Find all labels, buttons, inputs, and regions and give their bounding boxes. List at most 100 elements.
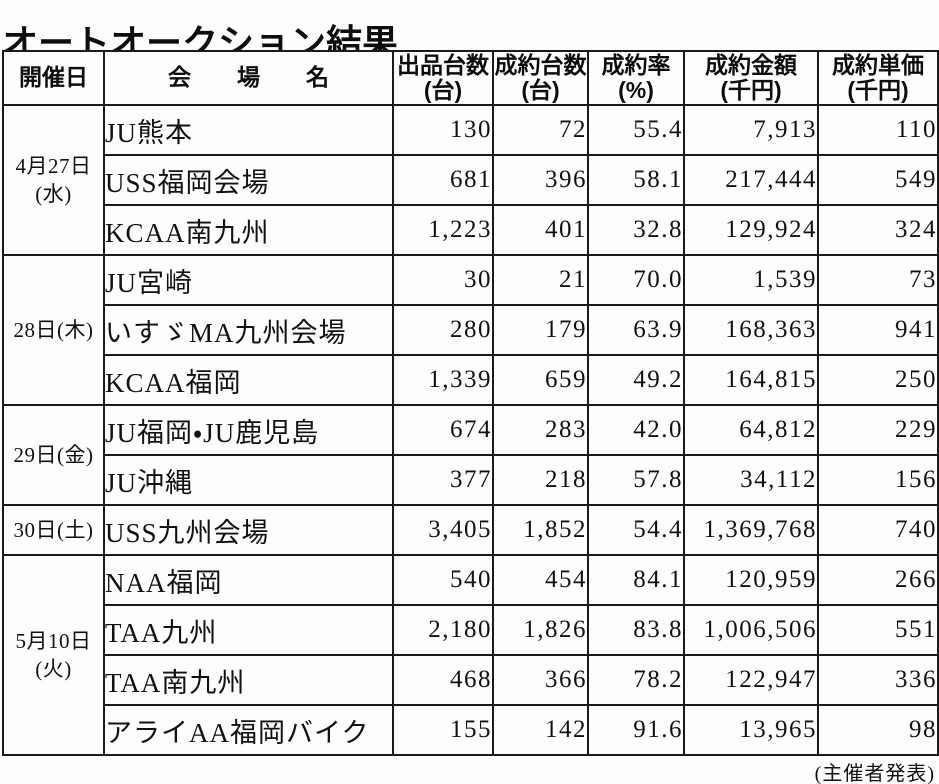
header-row: 開催日 会 場 名 出品台数 (台) 成約台数 (台) 成約率 (%) 成約金額… xyxy=(2,50,939,106)
unit-price-cell: 98 xyxy=(817,704,939,756)
amount-cell: 122,947 xyxy=(683,654,819,706)
date-group-cell: 29日(金) xyxy=(2,404,105,506)
sold-count-cell: 179 xyxy=(492,304,589,356)
table-row: JU沖縄 377 218 57.8 34,112 156 xyxy=(3,454,939,506)
rate-cell: 54.4 xyxy=(587,504,685,556)
auction-results-table: 開催日 会 場 名 出品台数 (台) 成約台数 (台) 成約率 (%) 成約金額… xyxy=(2,50,939,756)
sold-count-cell: 142 xyxy=(492,704,589,756)
column-header-sold: 成約台数 (台) xyxy=(492,50,589,106)
sold-count-cell: 21 xyxy=(492,254,589,306)
column-header-date: 開催日 xyxy=(2,50,105,106)
venue-cell: JU沖縄 xyxy=(103,454,394,506)
table-row: TAA九州 2,180 1,826 83.8 1,006,506 551 xyxy=(3,604,939,656)
unit-price-cell: 740 xyxy=(817,504,939,556)
unit-price-cell: 156 xyxy=(817,454,939,506)
column-header-listed: 出品台数 (台) xyxy=(392,50,494,106)
rate-cell: 70.0 xyxy=(587,254,685,306)
listed-count-cell: 468 xyxy=(392,654,494,706)
listed-count-cell: 130 xyxy=(392,104,494,156)
venue-cell: USS九州会場 xyxy=(103,504,394,556)
venue-cell: JU熊本 xyxy=(103,104,394,156)
listed-count-cell: 280 xyxy=(392,304,494,356)
unit-price-cell: 229 xyxy=(817,404,939,456)
unit-price-cell: 250 xyxy=(817,354,939,406)
sold-count-cell: 454 xyxy=(492,554,589,606)
venue-cell: TAA九州 xyxy=(103,604,394,656)
venue-cell: USS福岡会場 xyxy=(103,154,394,206)
date-group-cell: 5月10日 (火) xyxy=(2,554,105,756)
source-note: (主催者発表) xyxy=(814,763,935,784)
listed-count-cell: 2,180 xyxy=(392,604,494,656)
amount-cell: 1,006,506 xyxy=(683,604,819,656)
listed-count-cell: 155 xyxy=(392,704,494,756)
venue-cell: JU宮崎 xyxy=(103,254,394,306)
column-header-amount: 成約金額 (千円) xyxy=(683,50,819,106)
table-row: 4月27日(水) JU熊本 130 72 55.4 7,913 110 xyxy=(2,104,939,256)
table-row: USS福岡会場 681 396 58.1 217,444 549 xyxy=(3,154,939,206)
rate-cell: 83.8 xyxy=(587,604,685,656)
venue-cell: アライAA福岡バイク xyxy=(103,704,394,756)
unit-price-cell: 551 xyxy=(817,604,939,656)
column-header-unit-price: 成約単価 (千円) xyxy=(817,50,939,106)
sold-count-cell: 72 xyxy=(492,104,589,156)
sold-count-cell: 1,852 xyxy=(492,504,589,556)
sold-count-cell: 366 xyxy=(492,654,589,706)
amount-cell: 7,913 xyxy=(683,104,819,156)
listed-count-cell: 540 xyxy=(392,554,494,606)
rate-cell: 42.0 xyxy=(587,404,685,456)
date-group-cell: 30日(土) xyxy=(2,504,105,556)
amount-cell: 13,965 xyxy=(683,704,819,756)
rate-cell: 49.2 xyxy=(587,354,685,406)
listed-count-cell: 1,223 xyxy=(392,204,494,256)
venue-cell: いすゞMA九州会場 xyxy=(103,304,394,356)
rate-cell: 32.8 xyxy=(587,204,685,256)
listed-count-cell: 377 xyxy=(392,454,494,506)
unit-price-cell: 549 xyxy=(817,154,939,206)
column-header-rate: 成約率 (%) xyxy=(587,50,685,106)
table-row: KCAA南九州 1,223 401 32.8 129,924 324 xyxy=(3,204,939,256)
sold-count-cell: 1,826 xyxy=(492,604,589,656)
rate-cell: 78.2 xyxy=(587,654,685,706)
unit-price-cell: 324 xyxy=(817,204,939,256)
unit-price-cell: 73 xyxy=(817,254,939,306)
listed-count-cell: 681 xyxy=(392,154,494,206)
rate-cell: 84.1 xyxy=(587,554,685,606)
amount-cell: 64,812 xyxy=(683,404,819,456)
table-row: 30日(土) USS九州会場 3,405 1,852 54.4 1,369,76… xyxy=(2,504,939,556)
unit-price-cell: 266 xyxy=(817,554,939,606)
sold-count-cell: 283 xyxy=(492,404,589,456)
sold-count-cell: 401 xyxy=(492,204,589,256)
rate-cell: 57.8 xyxy=(587,454,685,506)
unit-price-cell: 110 xyxy=(817,104,939,156)
listed-count-cell: 674 xyxy=(392,404,494,456)
rate-cell: 63.9 xyxy=(587,304,685,356)
venue-cell: KCAA南九州 xyxy=(103,204,394,256)
venue-cell: JU福岡・JU鹿児島 xyxy=(103,404,394,456)
column-header-venue: 会 場 名 xyxy=(103,50,394,106)
table-row: 29日(金) JU福岡・JU鹿児島 674 283 42.0 64,812 22… xyxy=(2,404,939,506)
amount-cell: 120,959 xyxy=(683,554,819,606)
sold-count-cell: 659 xyxy=(492,354,589,406)
sold-count-cell: 218 xyxy=(492,454,589,506)
amount-cell: 129,924 xyxy=(683,204,819,256)
table-row: アライAA福岡バイク 155 142 91.6 13,965 98 xyxy=(3,704,939,756)
table-row: 5月10日 (火) NAA福岡 540 454 84.1 120,959 266 xyxy=(2,554,939,756)
unit-price-cell: 336 xyxy=(817,654,939,706)
table-row: KCAA福岡 1,339 659 49.2 164,815 250 xyxy=(3,354,939,406)
amount-cell: 1,539 xyxy=(683,254,819,306)
table-row: TAA南九州 468 366 78.2 122,947 336 xyxy=(3,654,939,706)
rate-cell: 55.4 xyxy=(587,104,685,156)
amount-cell: 1,369,768 xyxy=(683,504,819,556)
sold-count-cell: 396 xyxy=(492,154,589,206)
amount-cell: 164,815 xyxy=(683,354,819,406)
venue-cell: KCAA福岡 xyxy=(103,354,394,406)
table-row: いすゞMA九州会場 280 179 63.9 168,363 941 xyxy=(3,304,939,356)
amount-cell: 217,444 xyxy=(683,154,819,206)
date-group-cell: 4月27日(水) xyxy=(2,104,105,256)
amount-cell: 34,112 xyxy=(683,454,819,506)
listed-count-cell: 30 xyxy=(392,254,494,306)
rate-cell: 91.6 xyxy=(587,704,685,756)
venue-cell: TAA南九州 xyxy=(103,654,394,706)
unit-price-cell: 941 xyxy=(817,304,939,356)
